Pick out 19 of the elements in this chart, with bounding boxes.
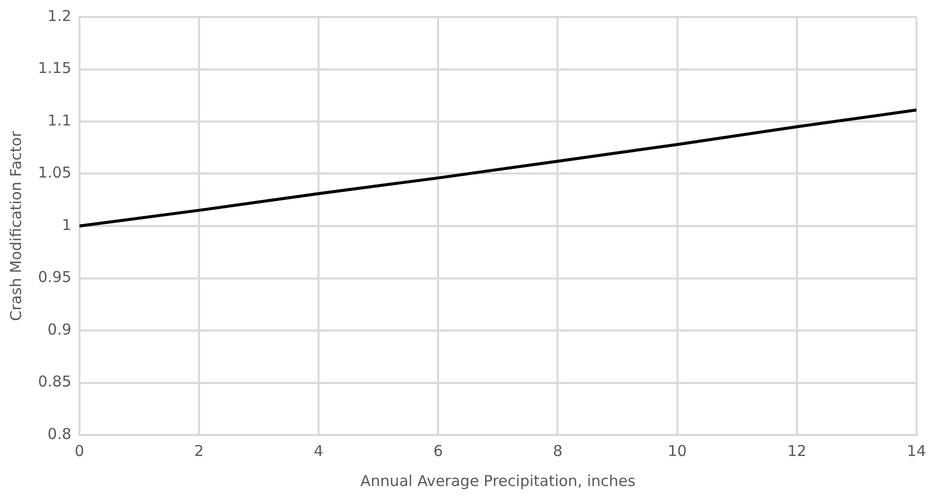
y-tick-label: 1.05 — [38, 164, 72, 182]
x-tick-label: 0 — [74, 442, 84, 460]
x-tick-label: 10 — [668, 442, 687, 460]
y-tick-label: 0.95 — [38, 268, 72, 286]
x-tick-label: 4 — [314, 442, 324, 460]
y-tick-label: 1.2 — [48, 6, 72, 25]
x-tick-label: 6 — [433, 442, 443, 460]
y-tick-label: 1.1 — [48, 111, 72, 130]
x-tick-label: 8 — [552, 442, 562, 460]
x-axis-title: Annual Average Precipitation, inches — [360, 472, 636, 490]
y-tick-label: 0.85 — [38, 372, 72, 391]
x-tick-label: 12 — [787, 442, 806, 460]
x-tick-label: 2 — [194, 442, 204, 460]
x-tick-label: 14 — [906, 442, 926, 460]
y-tick-label: 1 — [62, 216, 72, 234]
y-axis-title: Crash Modification Factor — [6, 130, 25, 322]
y-tick-label: 0.9 — [48, 320, 72, 338]
y-tick-label: 0.8 — [48, 424, 72, 443]
y-tick-label: 1.15 — [38, 59, 72, 78]
